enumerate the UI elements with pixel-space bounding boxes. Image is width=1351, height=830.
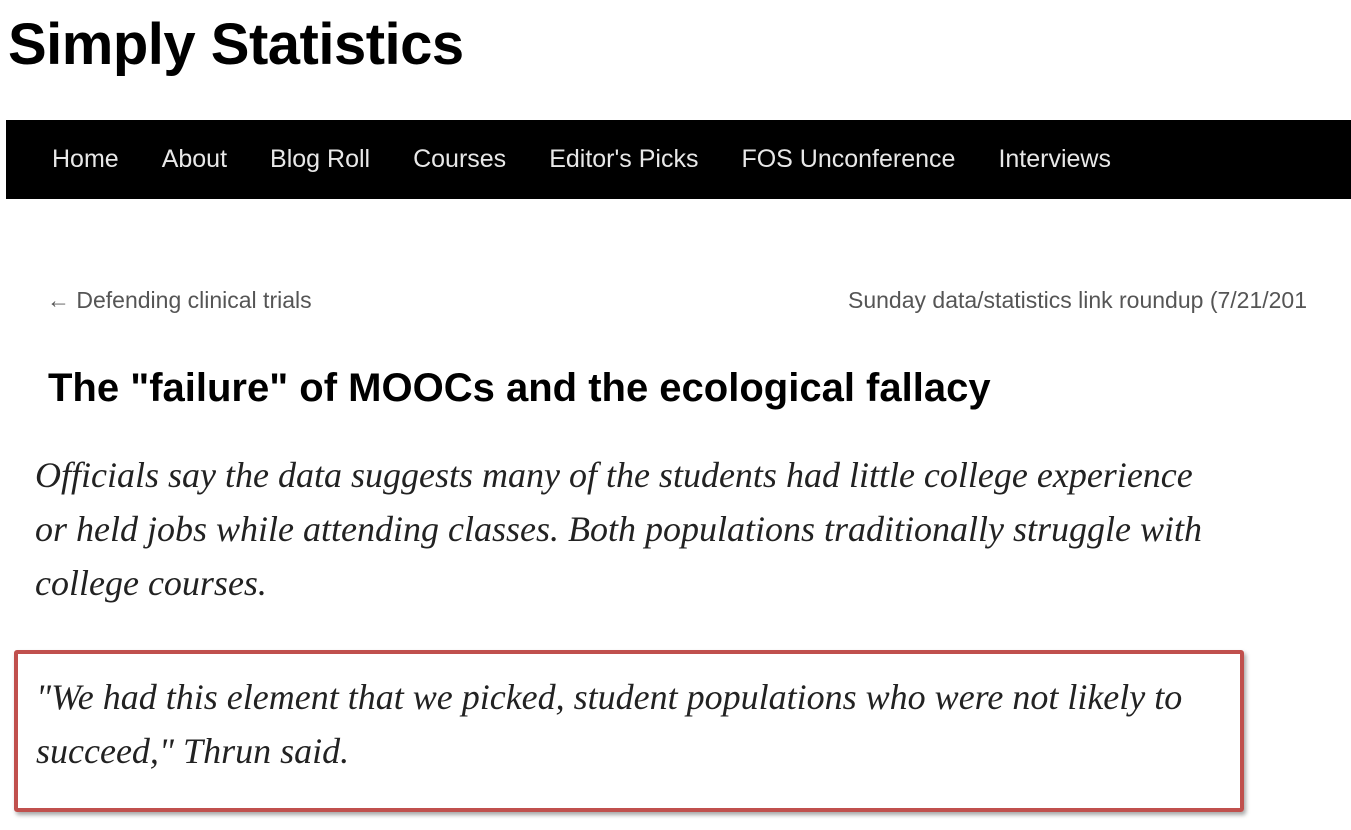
nav-item-home[interactable]: Home [52,145,119,173]
nav-item-fos-unconference[interactable]: FOS Unconference [741,145,956,173]
nav-item-blog-roll[interactable]: Blog Roll [270,145,371,173]
previous-post-link[interactable]: ← Defending clinical trials [47,287,312,313]
post-title: The "failure" of MOOCs and the ecologica… [48,366,991,410]
main-nav: Home About Blog Roll Courses Editor's Pi… [6,120,1351,199]
post-navigation: ← Defending clinical trials Sunday data/… [0,287,1351,321]
highlighted-quote-text: "We had this element that we picked, stu… [36,677,1183,771]
nav-item-editors-picks[interactable]: Editor's Picks [549,145,699,173]
blockquote-text: Officials say the data suggests many of … [35,455,1202,603]
next-post-link[interactable]: Sunday data/statistics link roundup (7/2… [848,287,1308,313]
highlighted-quote-box: "We had this element that we picked, stu… [14,650,1244,812]
site-title[interactable]: Simply Statistics [8,12,464,77]
nav-item-interviews[interactable]: Interviews [998,145,1111,173]
nav-item-about[interactable]: About [161,145,228,173]
nav-item-courses[interactable]: Courses [413,145,507,173]
